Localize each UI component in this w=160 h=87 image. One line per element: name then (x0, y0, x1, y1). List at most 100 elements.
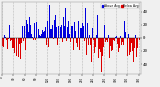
Bar (99, 38, 100, 49)
Bar (3, 38, 4, 47)
Bar (4, 35, 5, 38)
Bar (62, 38, 63, 42)
Bar (50, 29, 51, 38)
Bar (89, 35, 90, 38)
Bar (105, 38, 106, 42)
Bar (134, 38, 135, 48)
Bar (51, 38, 52, 49)
Bar (58, 26, 59, 38)
Bar (14, 38, 15, 53)
Bar (87, 23, 88, 38)
Bar (68, 31, 69, 38)
Bar (97, 15, 98, 38)
Bar (106, 38, 107, 40)
Bar (135, 35, 136, 38)
Bar (74, 22, 75, 38)
Bar (96, 35, 97, 38)
Bar (101, 38, 102, 72)
Bar (57, 38, 58, 45)
Bar (102, 38, 103, 56)
Bar (34, 23, 35, 38)
Bar (33, 38, 34, 40)
Bar (41, 34, 42, 38)
Bar (137, 38, 138, 48)
Bar (37, 37, 38, 38)
Bar (94, 38, 95, 53)
Bar (21, 38, 22, 46)
Bar (112, 38, 113, 51)
Bar (16, 38, 17, 56)
Bar (48, 38, 49, 47)
Bar (38, 29, 39, 38)
Bar (22, 26, 23, 38)
Bar (95, 38, 96, 45)
Bar (91, 38, 92, 62)
Bar (104, 25, 105, 38)
Bar (25, 38, 26, 50)
Bar (39, 35, 40, 38)
Bar (118, 38, 119, 52)
Bar (27, 24, 28, 38)
Bar (20, 38, 21, 59)
Bar (115, 37, 116, 38)
Bar (73, 38, 74, 50)
Bar (65, 33, 66, 38)
Bar (77, 38, 78, 47)
Bar (7, 38, 8, 63)
Bar (44, 31, 45, 38)
Bar (35, 38, 36, 40)
Bar (81, 28, 82, 38)
Bar (29, 17, 30, 38)
Bar (128, 34, 129, 38)
Bar (56, 27, 57, 38)
Bar (123, 38, 124, 45)
Bar (72, 26, 73, 38)
Bar (54, 20, 55, 38)
Bar (55, 15, 56, 38)
Bar (125, 32, 126, 38)
Bar (23, 38, 24, 41)
Bar (5, 37, 6, 38)
Bar (36, 22, 37, 38)
Bar (83, 26, 84, 38)
Bar (30, 25, 31, 38)
Bar (67, 27, 68, 38)
Bar (79, 38, 80, 50)
Bar (124, 21, 125, 38)
Bar (139, 38, 140, 46)
Bar (59, 26, 60, 38)
Bar (100, 38, 101, 52)
Bar (110, 38, 111, 46)
Bar (49, 5, 50, 38)
Bar (107, 38, 108, 42)
Bar (111, 38, 112, 51)
Bar (26, 20, 27, 38)
Bar (132, 38, 133, 51)
Bar (6, 38, 7, 40)
Bar (24, 38, 25, 43)
Bar (66, 38, 67, 41)
Bar (116, 36, 117, 38)
Bar (42, 30, 43, 38)
Bar (78, 21, 79, 38)
Bar (60, 27, 61, 38)
Bar (120, 36, 121, 38)
Bar (18, 38, 19, 57)
Bar (136, 38, 137, 57)
Bar (40, 36, 41, 38)
Bar (10, 38, 11, 41)
Bar (45, 27, 46, 38)
Bar (86, 38, 87, 55)
Bar (84, 38, 85, 41)
Bar (109, 18, 110, 38)
Bar (90, 38, 91, 45)
Bar (53, 38, 54, 39)
Bar (46, 38, 47, 45)
Bar (82, 23, 83, 38)
Bar (8, 38, 9, 39)
Bar (64, 25, 65, 38)
Bar (28, 31, 29, 38)
Bar (71, 26, 72, 38)
Bar (80, 28, 81, 38)
Bar (103, 38, 104, 47)
